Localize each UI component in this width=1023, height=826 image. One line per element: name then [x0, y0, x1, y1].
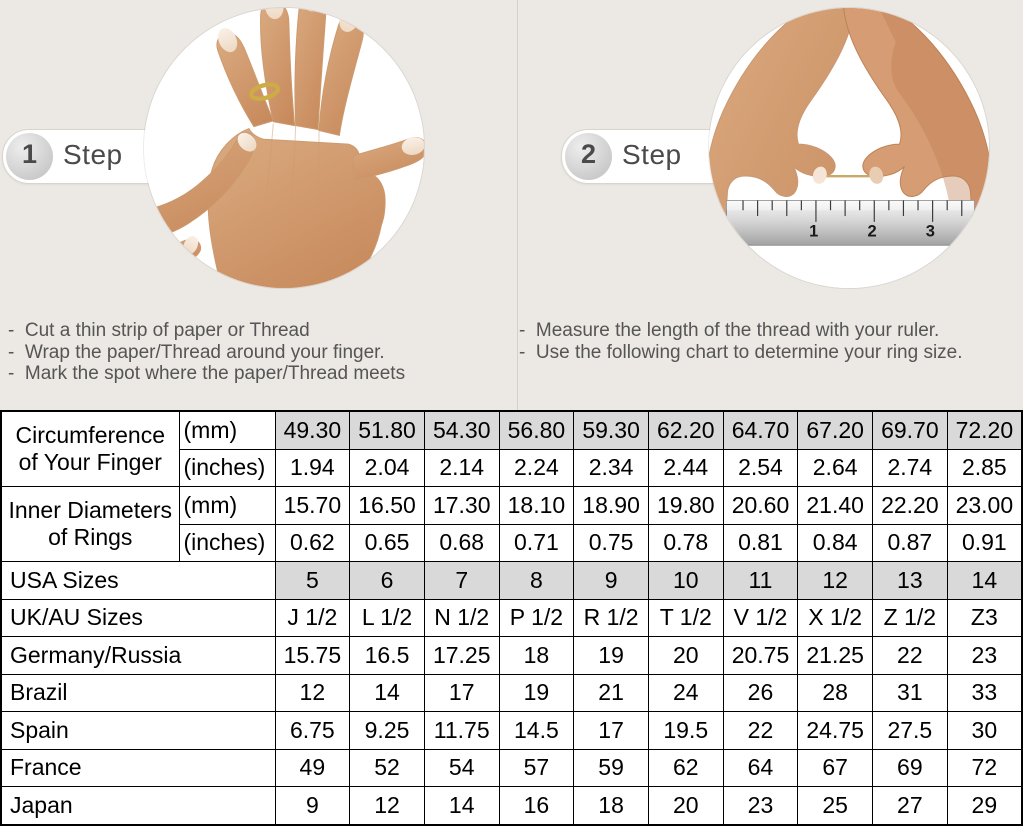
svg-text:3: 3: [926, 221, 935, 240]
svg-text:2: 2: [867, 221, 876, 240]
svg-text:1: 1: [809, 221, 818, 240]
